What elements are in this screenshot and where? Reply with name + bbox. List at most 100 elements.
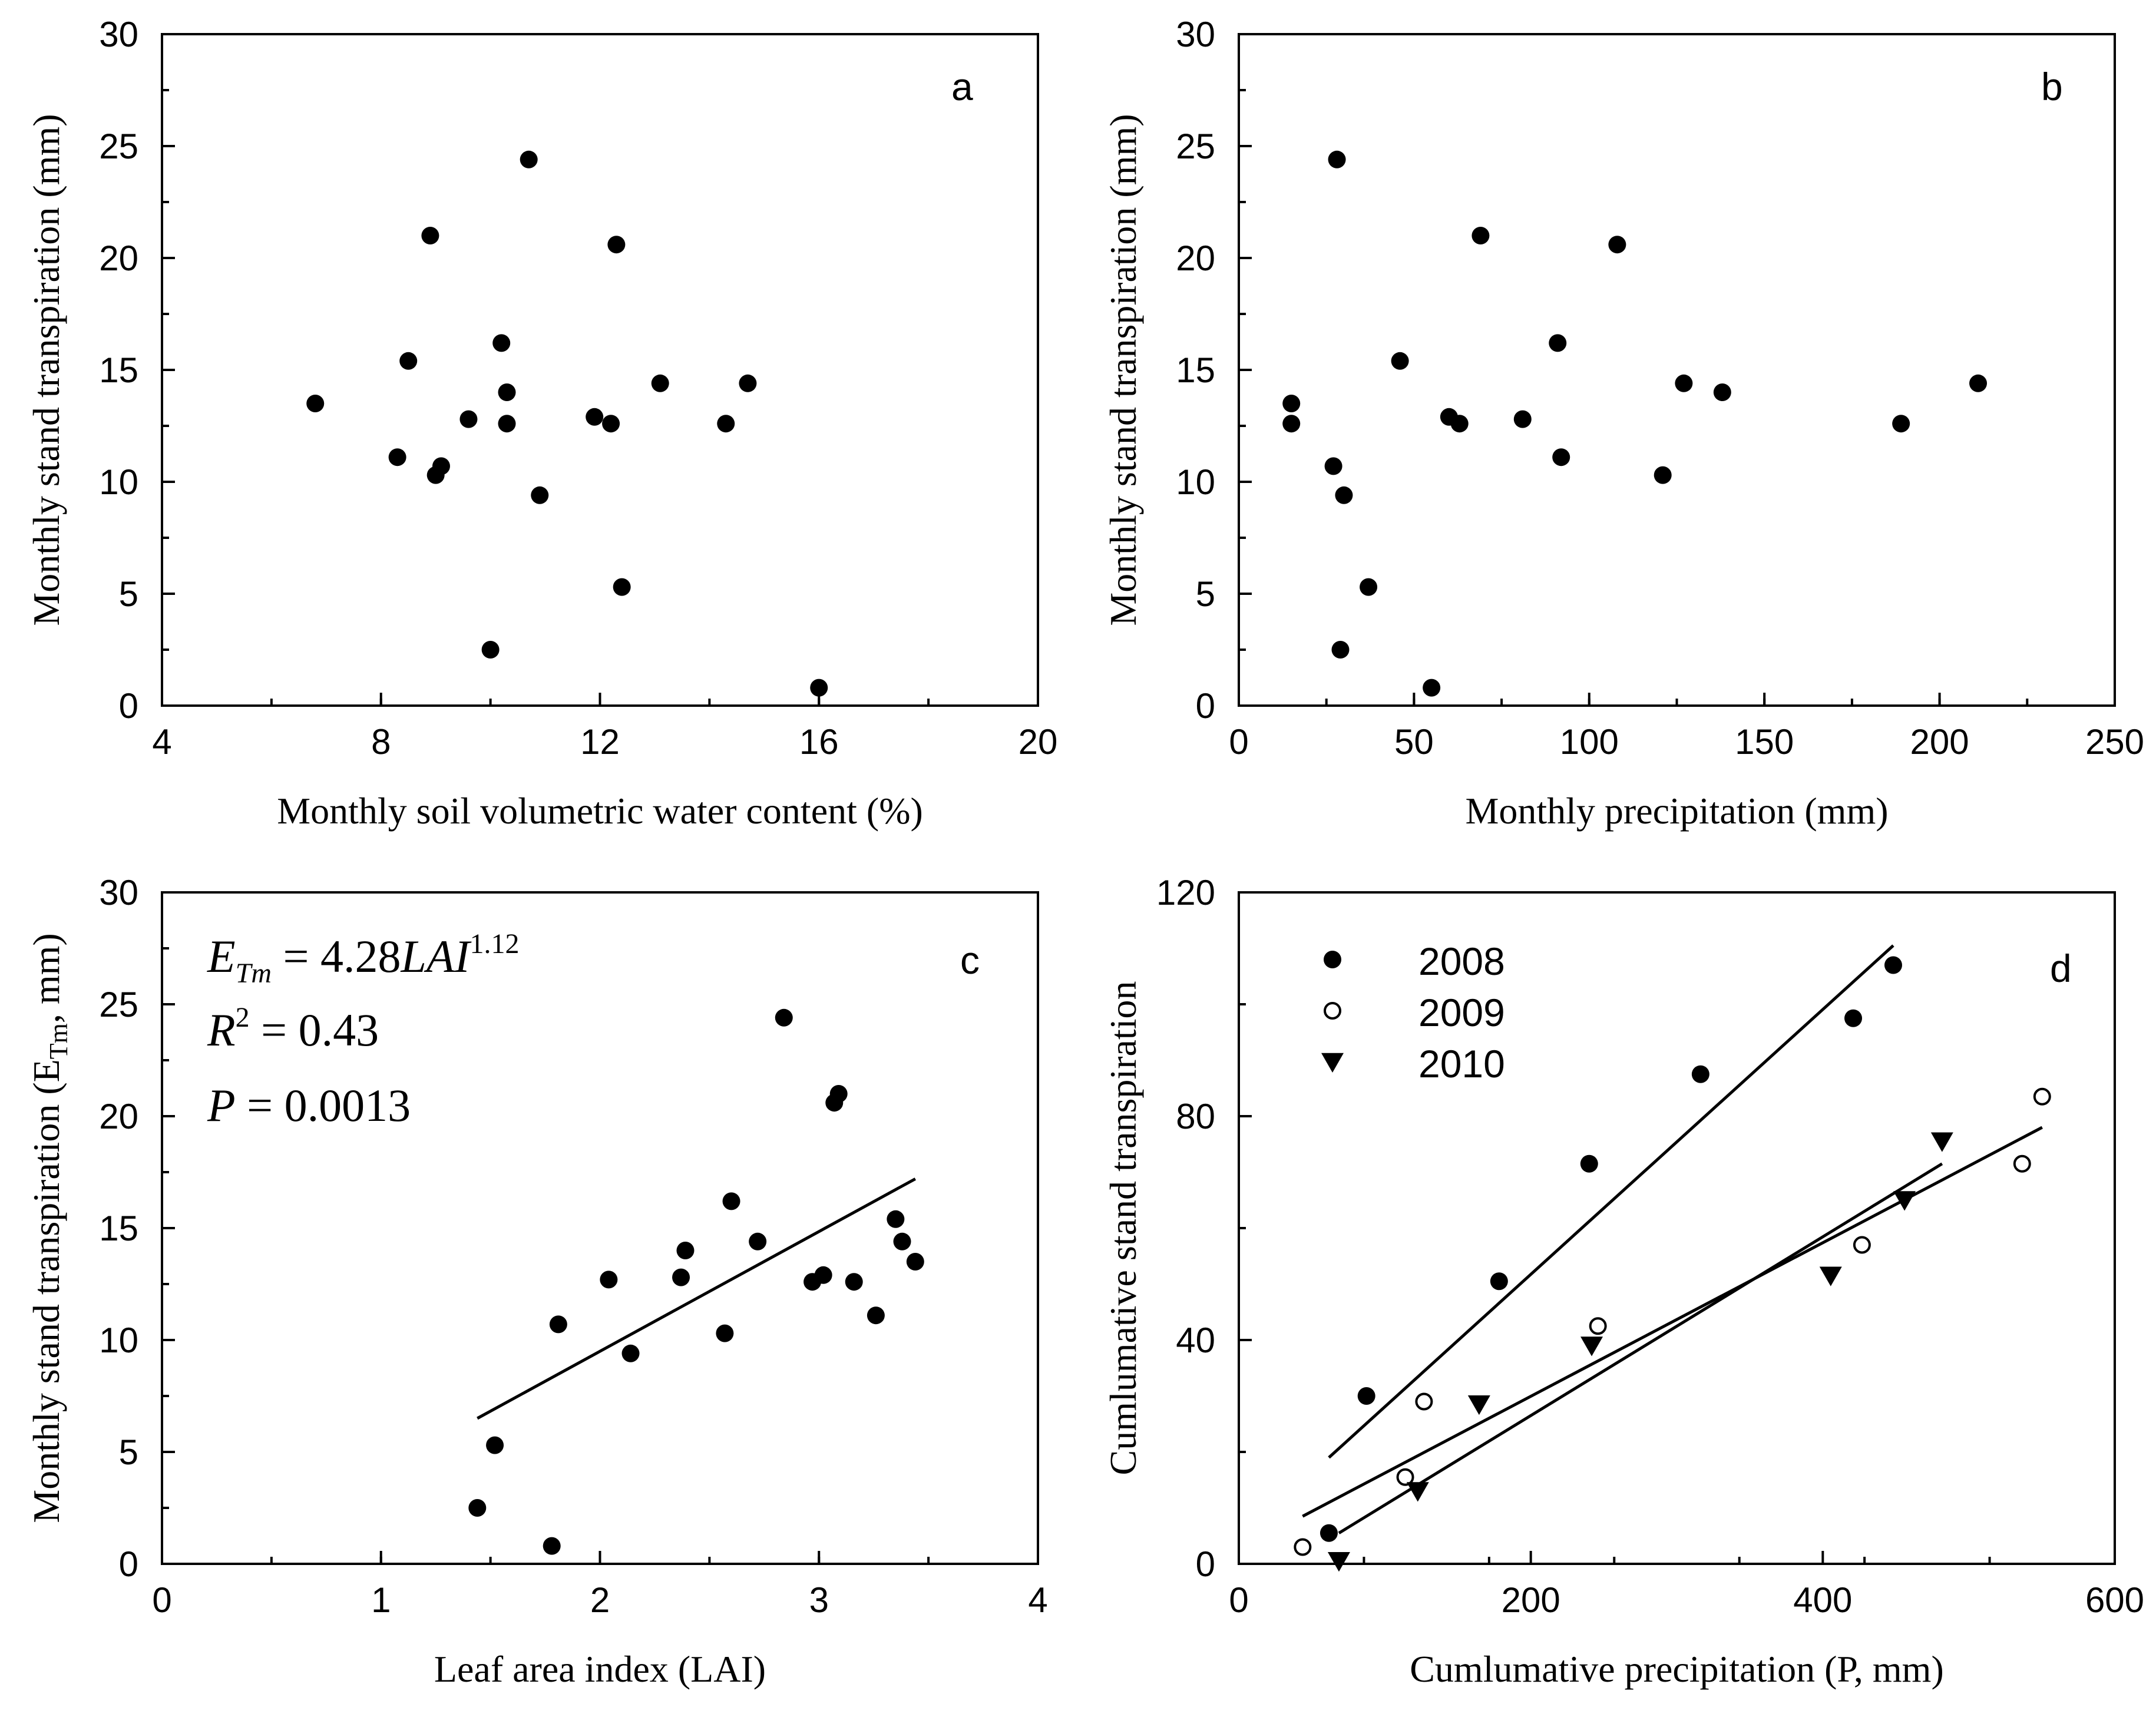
data-point — [549, 1315, 567, 1334]
data-point — [1423, 679, 1441, 697]
panel-letter: b — [2041, 65, 2063, 108]
x-tick-label: 100 — [1560, 722, 1619, 762]
y-axis-title-main: Monthly stand transpiration (mm) — [1102, 114, 1144, 626]
x-tick-label: 20 — [1019, 722, 1058, 762]
p-value-line: P = 0.0013 — [207, 1080, 411, 1131]
eq-r-exp: 2 — [236, 1002, 250, 1033]
data-point-2009 — [1294, 1538, 1312, 1556]
data-point — [676, 1242, 695, 1259]
data-point — [1360, 578, 1378, 596]
x-axis-title: Monthly soil volumetric water content (%… — [277, 790, 923, 832]
data-point — [739, 374, 757, 392]
eq-lhs: E — [207, 931, 236, 982]
x-tick-label: 200 — [1910, 722, 1969, 762]
y-tick-label: 20 — [99, 1097, 138, 1136]
data-point — [586, 408, 604, 426]
data-point-2008 — [1580, 1154, 1598, 1173]
y-tick-label: 5 — [119, 574, 138, 614]
data-point — [1450, 415, 1469, 433]
series-2009 — [1294, 1087, 2051, 1556]
data-point — [1969, 374, 1988, 392]
data-point-2010 — [1467, 1395, 1490, 1415]
data-point — [432, 457, 450, 475]
y-tick-label: 10 — [1176, 462, 1215, 502]
eq-r-val: = 0.43 — [250, 1004, 379, 1056]
eq-r-var: R — [207, 1004, 236, 1056]
equation-line: ETm = 4.28LAI1.12 — [207, 928, 520, 989]
data-point — [893, 1232, 911, 1250]
data-point — [399, 352, 418, 370]
data-point-2009 — [1853, 1236, 1871, 1254]
eq-p-val: = 0.0013 — [236, 1080, 411, 1131]
data-point — [531, 486, 549, 504]
eq-lhs-sub: Tm — [236, 958, 272, 989]
data-point-2008 — [1691, 1065, 1709, 1083]
y-axis-title: Monthly stand transpiration (mm) — [1102, 114, 1144, 626]
data-point — [613, 578, 631, 596]
y-tick-label: 30 — [1176, 15, 1215, 54]
data-point — [621, 1344, 640, 1362]
y-tick-label: 30 — [99, 15, 138, 54]
data-point — [1513, 410, 1532, 428]
y-tick-label: 25 — [1176, 127, 1215, 166]
x-tick-label: 16 — [799, 722, 839, 762]
data-point-2010 — [1930, 1132, 1953, 1152]
data-point — [1335, 486, 1353, 504]
y-tick-label: 15 — [99, 350, 138, 390]
data-point — [716, 1324, 734, 1342]
eq-p-var: P — [207, 1080, 236, 1131]
data-point — [468, 1499, 487, 1517]
data-point — [867, 1306, 885, 1325]
data-point — [1713, 383, 1731, 401]
data-point — [814, 1266, 832, 1284]
y-tick-label: 5 — [1196, 574, 1215, 614]
x-tick-label: 150 — [1735, 722, 1794, 762]
eq-rhs: = 4.28 — [272, 931, 401, 982]
legend-marker-2010 — [1321, 1053, 1344, 1073]
fit-line-2009 — [1302, 1126, 2043, 1518]
data-point — [1471, 227, 1490, 244]
data-point-2008 — [1357, 1387, 1375, 1405]
data-point — [492, 334, 511, 352]
data-point — [1654, 466, 1672, 484]
panel-letter: c — [960, 938, 980, 982]
y-tick-label: 0 — [119, 686, 138, 726]
plot-frame — [1238, 33, 2116, 707]
y-tick-label: 0 — [1196, 1544, 1215, 1584]
plot-frame — [1238, 891, 2116, 1565]
eq-rhs-var: LAI — [401, 931, 472, 982]
data-point-2008 — [1490, 1272, 1508, 1291]
data-point — [498, 415, 516, 433]
y-tick-label: 0 — [1196, 686, 1215, 726]
data-point — [672, 1268, 690, 1286]
data-point — [1675, 374, 1693, 392]
y-tick-label: 15 — [1176, 350, 1215, 390]
x-tick-label: 400 — [1793, 1580, 1852, 1620]
data-point — [775, 1008, 793, 1027]
y-tick-label: 25 — [99, 985, 138, 1024]
data-point-2008 — [1884, 956, 1903, 974]
data-point — [421, 227, 439, 244]
data-point — [887, 1210, 905, 1228]
data-point — [607, 236, 626, 254]
y-tick-label: 30 — [99, 873, 138, 912]
x-tick-label: 2 — [590, 1580, 610, 1620]
series-2010 — [1327, 1132, 1953, 1572]
panel-c: 0 1 2 3 4 0 5 10 15 20 25 30 Leaf area index (LAI) Mo… — [25, 873, 1048, 1690]
y-axis-title-end: , mm) — [25, 933, 67, 1023]
data-point — [717, 415, 735, 433]
y-axis-title-main: Cumlumative stand transpiration — [1102, 981, 1144, 1475]
legend-label-2008: 2008 — [1418, 939, 1505, 983]
panel-b: 0 50 100 150 200 250 0 5 10 15 20 25 30 Monthly preci… — [1102, 15, 2144, 832]
data-point-2010 — [1819, 1266, 1842, 1286]
data-point-2010 — [1327, 1552, 1350, 1572]
x-tick-label: 8 — [371, 722, 391, 762]
x-tick-label: 12 — [580, 722, 620, 762]
data-point — [388, 448, 406, 467]
panel-a: 4 8 12 16 20 0 5 10 15 20 25 30 Monthly soil volumet… — [25, 15, 1057, 832]
x-tick-label: 250 — [2085, 722, 2144, 762]
legend-label-2010: 2010 — [1418, 1042, 1505, 1086]
data-point — [829, 1085, 848, 1103]
data-point — [306, 395, 325, 412]
data-point — [1608, 236, 1626, 254]
